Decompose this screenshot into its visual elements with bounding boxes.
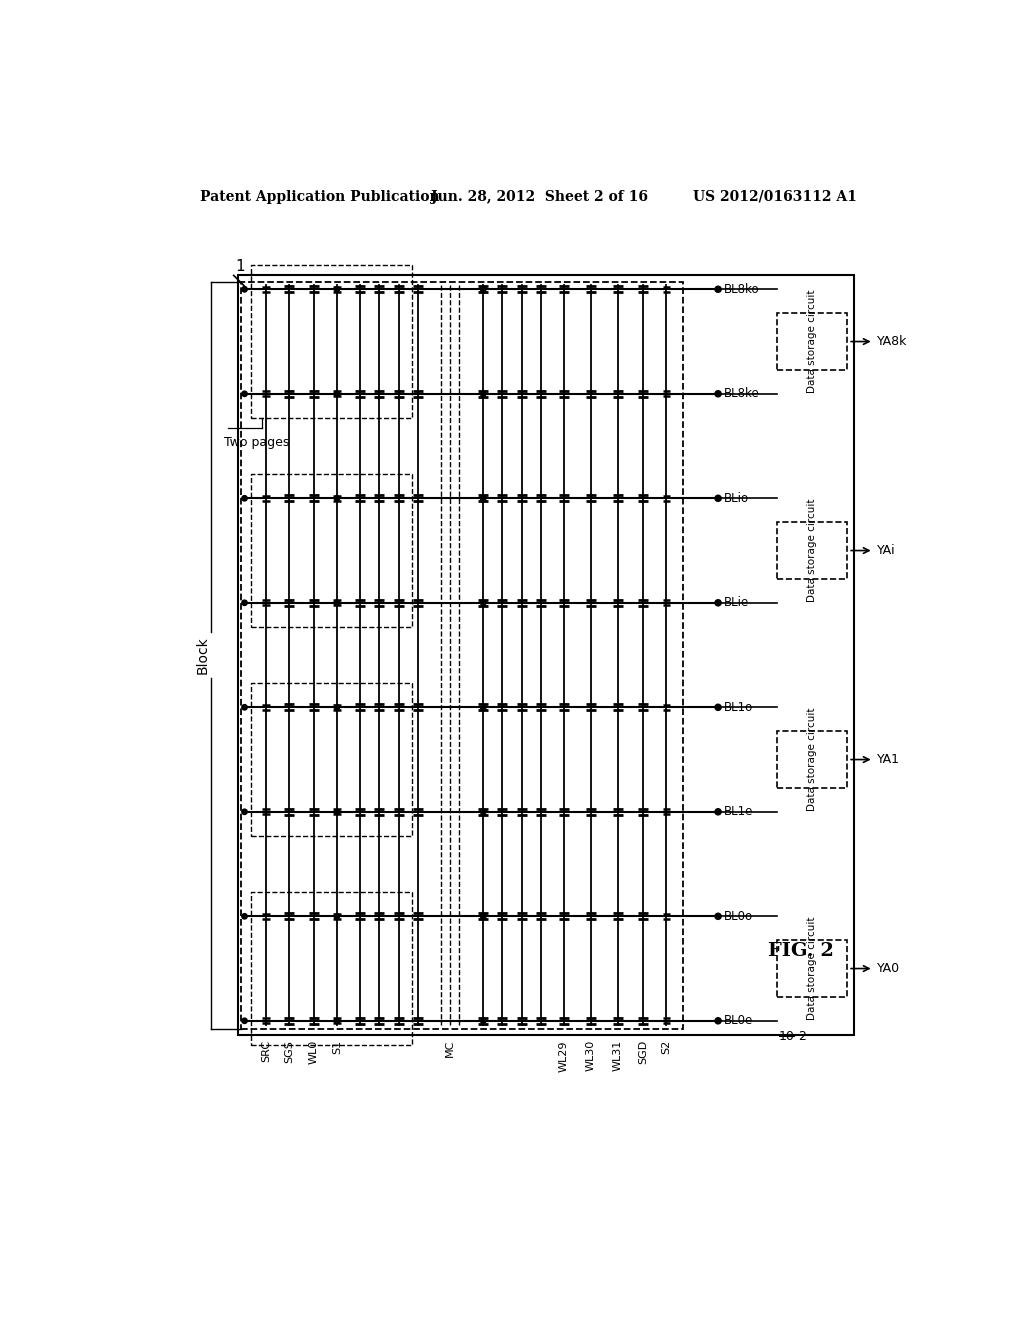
Bar [251, 264, 413, 418]
Bar [239, 276, 854, 1035]
Circle shape [715, 391, 721, 397]
Circle shape [480, 495, 486, 502]
Circle shape [715, 495, 721, 502]
Text: BL0e: BL0e [724, 1014, 754, 1027]
Circle shape [242, 495, 247, 502]
Circle shape [480, 1018, 486, 1023]
Circle shape [242, 601, 247, 606]
Text: Data storage circuit: Data storage circuit [807, 708, 817, 812]
Bar [777, 521, 847, 579]
Text: YAi: YAi [877, 544, 895, 557]
Circle shape [334, 495, 340, 502]
Circle shape [334, 913, 340, 919]
Text: SGS: SGS [285, 1040, 294, 1063]
Circle shape [480, 913, 486, 919]
Bar [251, 682, 413, 837]
Text: BLie: BLie [724, 597, 750, 610]
Circle shape [715, 913, 721, 920]
Bar [777, 731, 847, 788]
Circle shape [334, 1018, 340, 1023]
Circle shape [715, 1018, 721, 1024]
Circle shape [242, 1018, 247, 1023]
Text: YA0: YA0 [877, 962, 900, 975]
Circle shape [242, 705, 247, 710]
Circle shape [715, 809, 721, 814]
Text: BL0o: BL0o [724, 909, 754, 923]
Text: Data storage circuit: Data storage circuit [807, 290, 817, 393]
Text: YA8k: YA8k [877, 335, 907, 348]
Circle shape [480, 809, 486, 814]
Text: Two pages: Two pages [223, 436, 289, 449]
Text: WL30: WL30 [586, 1040, 596, 1072]
Circle shape [242, 286, 247, 292]
Text: BL1e: BL1e [724, 805, 754, 818]
Text: 2: 2 [798, 1030, 806, 1043]
Bar [777, 940, 847, 998]
Text: WL0: WL0 [309, 1040, 318, 1064]
Circle shape [242, 913, 247, 919]
Text: SGD: SGD [638, 1040, 648, 1064]
Text: S1: S1 [332, 1040, 342, 1055]
Circle shape [480, 391, 486, 396]
Circle shape [334, 601, 340, 606]
Circle shape [334, 705, 340, 710]
Circle shape [334, 286, 340, 292]
Circle shape [715, 705, 721, 710]
Text: BL1o: BL1o [724, 701, 754, 714]
Text: BLio: BLio [724, 492, 750, 504]
Text: S2: S2 [662, 1040, 672, 1055]
Text: FIG. 2: FIG. 2 [768, 942, 834, 961]
Text: Data storage circuit: Data storage circuit [807, 499, 817, 602]
Text: US 2012/0163112 A1: US 2012/0163112 A1 [692, 190, 856, 203]
Text: MC: MC [445, 1040, 455, 1057]
Circle shape [334, 809, 340, 814]
Text: Block: Block [196, 636, 210, 675]
Circle shape [480, 601, 486, 606]
Circle shape [242, 391, 247, 396]
Text: 1: 1 [236, 259, 245, 275]
Circle shape [715, 599, 721, 606]
Bar [241, 281, 683, 1028]
Text: BL8ke: BL8ke [724, 387, 760, 400]
Bar [251, 474, 413, 627]
Circle shape [715, 286, 721, 293]
Circle shape [242, 809, 247, 814]
Text: BL8ko: BL8ko [724, 282, 760, 296]
Text: WL29: WL29 [559, 1040, 569, 1072]
Text: Data storage circuit: Data storage circuit [807, 917, 817, 1020]
Bar [251, 892, 413, 1045]
Circle shape [480, 705, 486, 710]
Circle shape [480, 286, 486, 292]
Text: 10: 10 [778, 1030, 795, 1043]
Text: SRC: SRC [261, 1040, 271, 1063]
Text: YA1: YA1 [877, 752, 900, 766]
Circle shape [334, 391, 340, 396]
Text: Patent Application Publication: Patent Application Publication [200, 190, 439, 203]
Text: Jun. 28, 2012  Sheet 2 of 16: Jun. 28, 2012 Sheet 2 of 16 [431, 190, 648, 203]
Text: WL31: WL31 [613, 1040, 623, 1072]
Bar [777, 313, 847, 371]
